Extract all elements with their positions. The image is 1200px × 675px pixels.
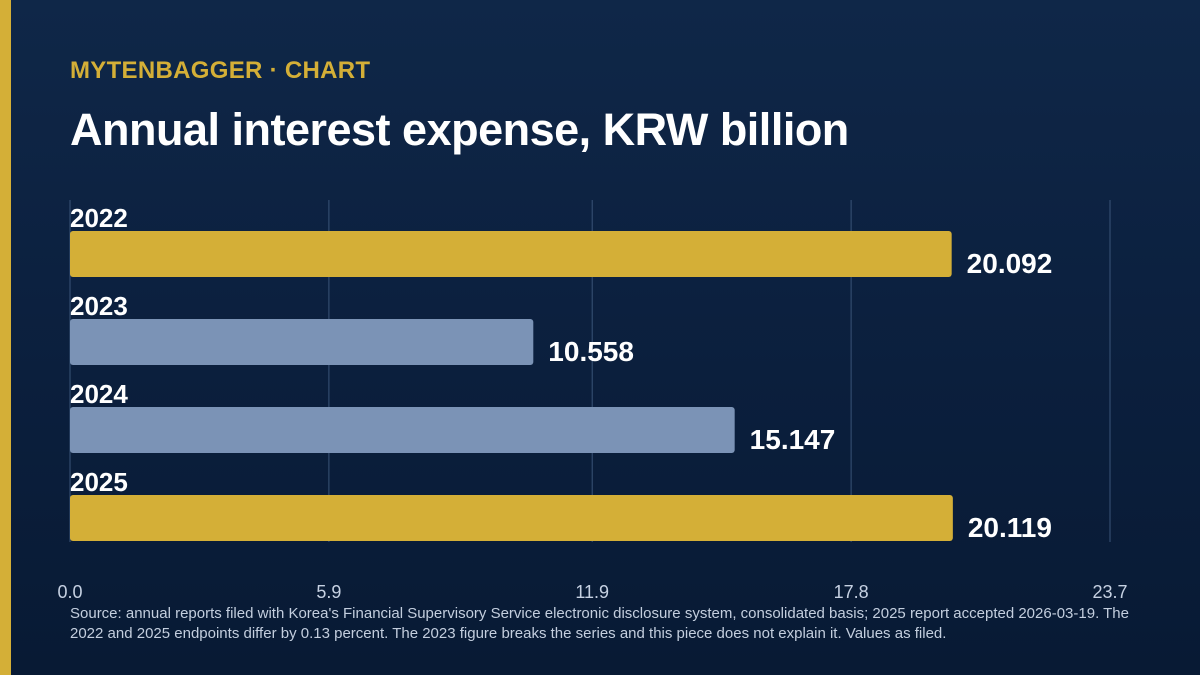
value-label: 20.092 <box>967 248 1053 279</box>
kicker: MYTENBAGGER · CHART <box>70 57 371 84</box>
category-label: 2024 <box>70 379 128 409</box>
bar-2025 <box>70 495 953 541</box>
bar-2023 <box>70 319 534 365</box>
x-tick-label: 17.8 <box>834 582 869 602</box>
value-label: 20.119 <box>968 512 1052 543</box>
x-tick-label: 5.9 <box>316 582 341 602</box>
value-label: 10.558 <box>548 336 634 367</box>
x-axis-ticks: 0.0 5.9 11.9 17.8 23.7 <box>57 582 1127 602</box>
category-label: 2023 <box>70 291 128 321</box>
bar-2024 <box>70 407 735 453</box>
category-label: 2025 <box>70 467 128 497</box>
category-label: 2022 <box>70 203 128 233</box>
x-tick-label: 23.7 <box>1092 582 1127 602</box>
accent-stripe <box>0 0 11 675</box>
labels: 2022 20.092 2023 10.558 2024 15.147 2025 20.119 <box>70 203 1052 543</box>
x-tick-label: 11.9 <box>575 582 609 602</box>
value-label: 15.147 <box>750 424 836 455</box>
source-note: Source: annual reports filed with Korea'… <box>70 605 1129 642</box>
chart-title: Annual interest expense, KRW billion <box>70 104 849 155</box>
x-tick-label: 0.0 <box>57 582 82 602</box>
bar-2022 <box>70 231 952 277</box>
bars <box>70 231 953 541</box>
